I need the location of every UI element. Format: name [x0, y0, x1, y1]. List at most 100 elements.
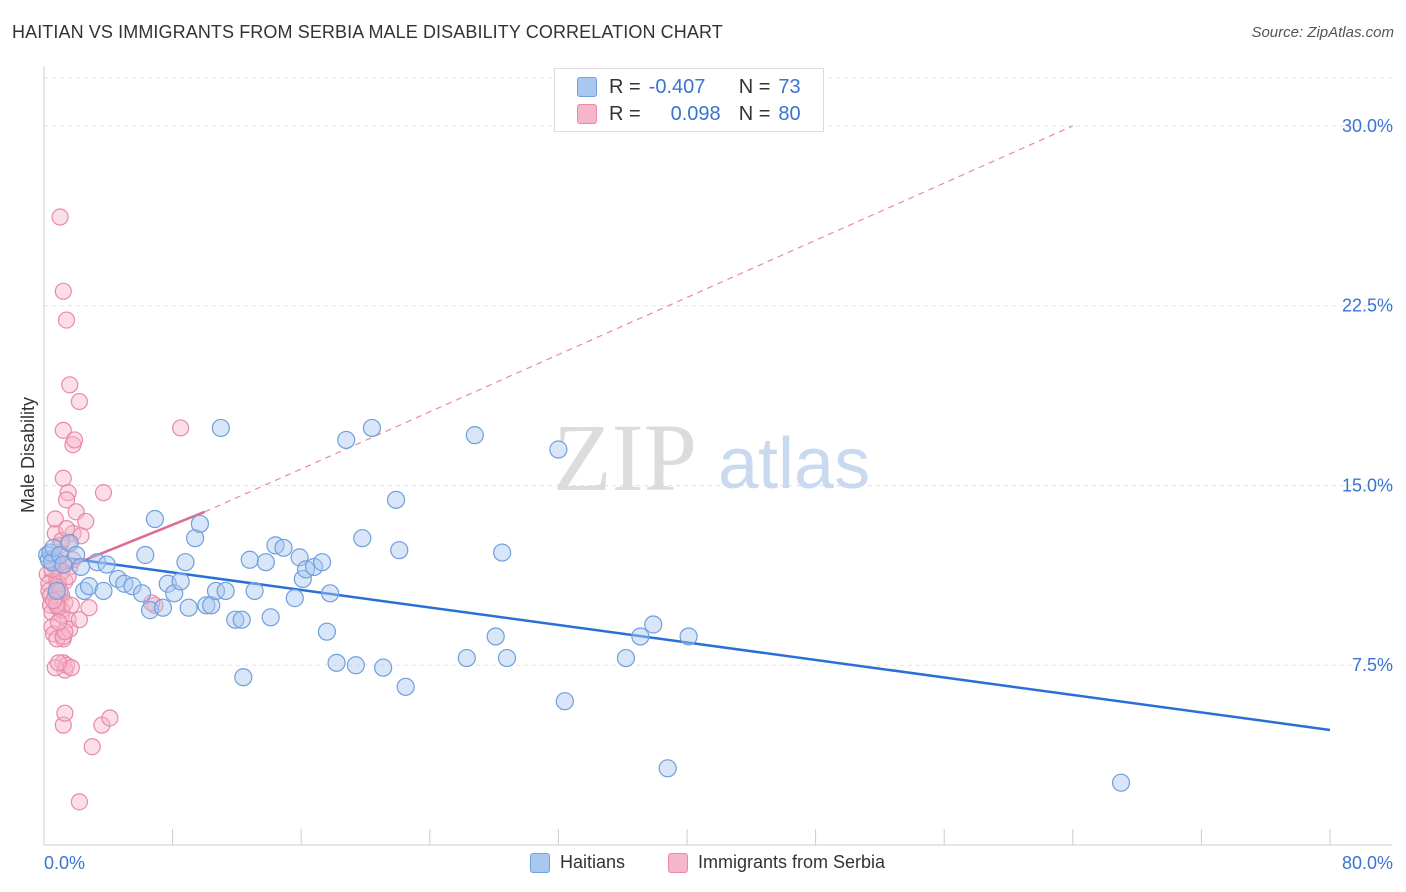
haitian-point	[190, 514, 210, 533]
serbia-point	[54, 421, 72, 439]
haitian-point	[132, 584, 152, 603]
haitian-point	[202, 596, 221, 615]
r-value: 0.098	[670, 102, 721, 125]
legend-row-serbia: R = 0.098 N = 80	[577, 101, 801, 127]
serbia-point	[101, 709, 119, 727]
serbia-trend-line	[43, 510, 206, 578]
haitian-point	[123, 577, 142, 596]
haitian-point	[232, 610, 251, 629]
haitian-point	[39, 550, 58, 569]
haitian-point	[386, 490, 406, 509]
serbia-point	[54, 469, 72, 487]
haitian-point	[457, 648, 476, 668]
haitian-point	[234, 668, 253, 687]
y-tick-label: 22.5%	[1342, 296, 1393, 316]
haitian-point	[555, 692, 574, 711]
y-tick-label: 7.5%	[1352, 655, 1393, 675]
haitian-point	[256, 553, 275, 572]
n-label: N =	[738, 75, 771, 98]
haitian-point	[321, 584, 340, 603]
haitian-point	[50, 545, 70, 565]
haitian-point	[171, 572, 190, 591]
haitian-point	[94, 581, 113, 601]
haitian-point	[658, 759, 677, 778]
haitian-point	[312, 553, 332, 572]
r-value: -0.407	[648, 75, 706, 98]
watermark-zip: ZIP	[553, 404, 697, 511]
haitian-point	[245, 581, 264, 601]
haitian-point	[390, 541, 409, 560]
haitian-point	[136, 545, 155, 565]
haitian-point	[226, 610, 245, 629]
haitian-point	[274, 538, 293, 557]
legend-item-serbia: Immigrants from Serbia	[668, 852, 885, 873]
haitian-point	[67, 545, 86, 565]
haitian-point	[327, 653, 346, 672]
serbia-point	[45, 591, 63, 610]
haitian-point	[176, 553, 195, 572]
serbia-point	[70, 611, 88, 629]
series-legend: Haitians Immigrants from Serbia	[0, 852, 1406, 878]
serbia-point	[62, 596, 80, 614]
haitian-point	[293, 569, 312, 589]
source-credit: Source: ZipAtlas.com	[1251, 24, 1394, 41]
watermark: ZIP atlas	[553, 404, 870, 511]
haitian-point	[240, 550, 259, 569]
axes	[43, 66, 1392, 846]
y-tick-label: 30.0%	[1342, 116, 1393, 136]
haitian-point	[679, 627, 698, 646]
n-value: 73	[778, 75, 801, 98]
x-tick-label: 80.0%	[1342, 853, 1393, 873]
haitian-point	[486, 627, 505, 646]
legend-label-serbia: Immigrants from Serbia	[698, 852, 886, 872]
haitian-point	[362, 418, 382, 438]
serbia-point	[172, 419, 190, 437]
haitian-points	[38, 418, 1131, 792]
haitian-point	[493, 543, 512, 562]
haitian-point	[631, 627, 650, 646]
haitian-point	[497, 648, 517, 668]
serbia-swatch	[577, 104, 597, 124]
serbia-point	[61, 376, 79, 394]
haitian-point	[206, 581, 226, 601]
haitian-point	[374, 658, 393, 677]
serbia-point	[56, 623, 74, 641]
haitian-point	[71, 557, 91, 577]
haitian-point	[145, 509, 165, 529]
haitian-point	[261, 608, 280, 627]
serbia-point	[46, 510, 64, 528]
serbia-points	[38, 208, 190, 811]
legend-label-haitians: Haitians	[560, 852, 626, 872]
haitian-point	[346, 656, 365, 675]
haitian-point	[285, 589, 304, 608]
haitians-swatch	[530, 852, 550, 873]
haitian-point	[396, 677, 415, 696]
n-label: N =	[738, 102, 771, 125]
haitian-point	[353, 529, 372, 548]
serbia-point	[57, 520, 76, 538]
tick-labels: 7.5% 15.0% 22.5% 30.0% 0.0% 80.0%	[44, 116, 1393, 873]
serbia-point	[54, 282, 72, 300]
haitian-point	[186, 529, 205, 548]
chart-title: HAITIAN VS IMMIGRANTS FROM SERBIA MALE D…	[12, 22, 723, 42]
serbia-point	[56, 704, 74, 722]
haitian-point	[54, 555, 73, 574]
serbia-point	[49, 613, 68, 631]
legend-row-haitians: R = -0.407 N = 73	[577, 74, 801, 100]
haitian-point	[216, 581, 235, 601]
serbia-point	[57, 311, 76, 329]
correlation-legend: R = -0.407 N = 73 R = 0.098 N = 80	[554, 68, 824, 132]
serbia-point	[70, 793, 88, 811]
serbia-point	[94, 484, 113, 502]
r-label: R =	[609, 102, 641, 125]
serbia-point	[70, 392, 88, 411]
haitian-point	[616, 648, 636, 668]
serbia-point	[48, 596, 66, 614]
r-label: R =	[609, 75, 641, 98]
legend-item-haitians: Haitians	[530, 852, 625, 873]
haitian-point	[47, 581, 66, 601]
serbia-point	[46, 659, 64, 677]
serbia-point	[51, 208, 69, 226]
serbia-point	[59, 484, 77, 502]
